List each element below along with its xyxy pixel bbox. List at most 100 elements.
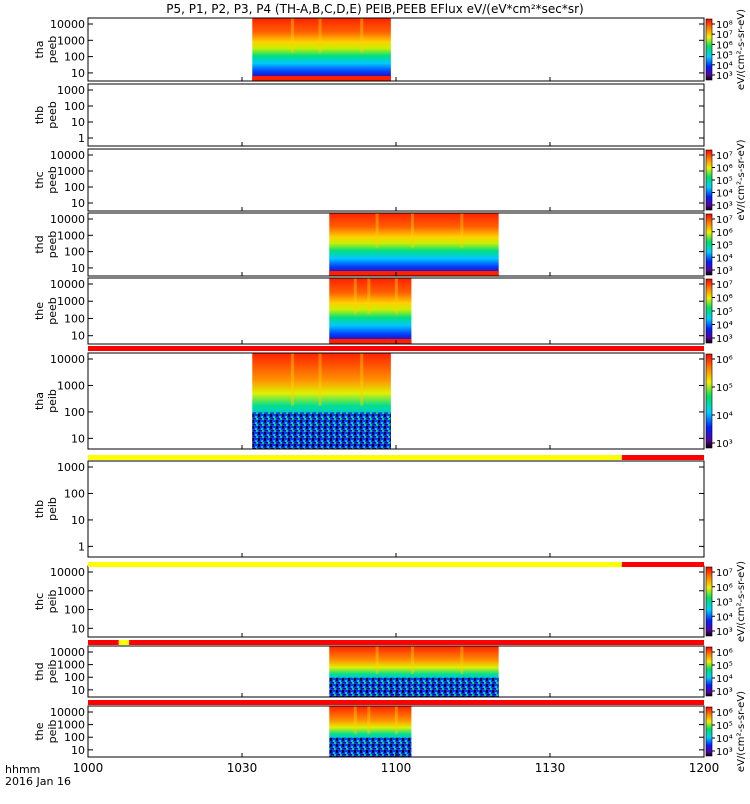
y-tick-label: 1000 bbox=[57, 229, 85, 242]
y-tick-label: 100 bbox=[64, 100, 85, 113]
spectrogram-streak bbox=[375, 646, 379, 675]
colorbar-tick-label: 10³ bbox=[716, 687, 733, 698]
colorbar-tick-label: 10⁴ bbox=[716, 734, 733, 745]
spectrogram-noise bbox=[252, 412, 391, 449]
panel-product-label: peeb bbox=[46, 101, 59, 129]
colorbar-tick-label: 10⁷ bbox=[716, 568, 733, 579]
colorbar-label: eV/(cm²-s-sr-eV) bbox=[736, 9, 747, 90]
colorbar bbox=[705, 149, 713, 211]
panel-product-label: peib bbox=[46, 497, 59, 521]
spectrogram-streak bbox=[360, 353, 364, 406]
panel-frame bbox=[87, 352, 705, 450]
x-tick-label: 1200 bbox=[689, 761, 720, 775]
y-tick-label: 100 bbox=[64, 406, 85, 419]
y-tick-label: 100 bbox=[64, 181, 85, 194]
y-tick-label: 1000 bbox=[57, 295, 85, 308]
colorbar-tick-label: 10⁵ bbox=[716, 721, 733, 732]
colorbar-tick-label: 10⁵ bbox=[716, 383, 733, 394]
colorbar-tick-label: 10⁵ bbox=[716, 176, 733, 187]
y-tick-label: 100 bbox=[64, 487, 85, 500]
y-tick-label: 10 bbox=[71, 684, 85, 697]
y-tick-label: 10000 bbox=[50, 706, 85, 719]
y-tick-label: 1000 bbox=[57, 165, 85, 178]
colorbar-tick-label: 10⁴ bbox=[716, 321, 733, 332]
y-tick-label: 1000 bbox=[57, 585, 85, 598]
panel-probe-label: thd bbox=[33, 662, 46, 680]
panel-product-label: peeb bbox=[46, 166, 59, 194]
spectrogram-streak bbox=[290, 353, 294, 406]
colorbar-tick-label: 10⁷ bbox=[716, 30, 733, 41]
y-tick-label: 10 bbox=[71, 622, 85, 635]
colorbar-tick-label: 10⁸ bbox=[716, 20, 733, 31]
colorbar-label: eV/(cm²-s-sr-eV) bbox=[736, 139, 747, 220]
panel-product-label: peeb bbox=[46, 36, 59, 64]
spectrogram-block bbox=[329, 278, 412, 344]
colorbar-label: eV/(cm²-s-sr-eV) bbox=[736, 561, 747, 642]
spectrogram-low-band bbox=[329, 339, 412, 344]
panel-frame bbox=[87, 565, 705, 638]
colorbar bbox=[705, 706, 713, 757]
plot-title: P5, P1, P2, P3, P4 (TH-A,B,C,D,E) PEIB,P… bbox=[166, 2, 583, 16]
y-tick-label: 10 bbox=[71, 330, 85, 343]
y-tick-label: 1000 bbox=[57, 461, 85, 474]
status-bar-segment bbox=[88, 455, 622, 460]
panel-frame bbox=[87, 460, 705, 558]
colorbar-tick-label: 10⁵ bbox=[716, 241, 733, 252]
panel-probe-label: thb bbox=[33, 500, 46, 518]
y-tick-label: 1 bbox=[78, 540, 85, 553]
y-tick-label: 100 bbox=[64, 731, 85, 744]
panel-probe-label: the bbox=[33, 722, 46, 740]
status-bar-segment bbox=[88, 640, 119, 645]
x-tick-label: 1130 bbox=[535, 761, 566, 775]
spectrogram-block bbox=[329, 213, 499, 276]
colorbar-tick-label: 10⁶ bbox=[716, 355, 733, 366]
y-tick-label: 100 bbox=[64, 51, 85, 64]
colorbar-tick-label: 10³ bbox=[716, 201, 733, 212]
y-tick-label: 10 bbox=[71, 744, 85, 757]
y-tick-label: 10 bbox=[71, 116, 85, 129]
spectrogram-low-band bbox=[329, 271, 499, 276]
colorbar bbox=[705, 353, 713, 449]
colorbar-tick-label: 10⁴ bbox=[716, 253, 733, 264]
colorbar-tick-label: 10⁵ bbox=[716, 307, 733, 318]
spectrogram-streak bbox=[318, 353, 322, 406]
colorbar-tick-label: 10⁵ bbox=[716, 51, 733, 62]
panel-probe-label: thb bbox=[33, 106, 46, 124]
y-tick-label: 1 bbox=[78, 132, 85, 145]
panel-probe-label: thd bbox=[33, 235, 46, 253]
panel-product-label: peeb bbox=[46, 231, 59, 259]
y-tick-label: 10000 bbox=[50, 646, 85, 659]
status-bar-segment bbox=[88, 346, 704, 351]
x-tick-label: 1000 bbox=[73, 761, 104, 775]
colorbar-tick-label: 10⁴ bbox=[716, 674, 733, 685]
panel-product-label: peib bbox=[46, 389, 59, 413]
colorbar-tick-label: 10⁶ bbox=[716, 648, 733, 659]
colorbar-tick-label: 10⁶ bbox=[716, 294, 733, 305]
colorbar-tick-label: 10³ bbox=[716, 627, 733, 638]
colorbar bbox=[705, 646, 713, 697]
spectrogram-streak bbox=[394, 278, 398, 315]
panel-probe-label: thc bbox=[33, 593, 46, 610]
time-format-label: hhmm bbox=[5, 763, 40, 776]
colorbar-tick-label: 10⁶ bbox=[716, 583, 733, 594]
y-tick-label: 1000 bbox=[57, 84, 85, 97]
colorbar-tick-label: 10⁶ bbox=[716, 708, 733, 719]
colorbar-tick-label: 10⁴ bbox=[716, 189, 733, 200]
spectrogram-streak bbox=[360, 18, 364, 53]
spectrogram-block bbox=[252, 18, 391, 81]
colorbar bbox=[705, 213, 713, 276]
colorbar-tick-label: 10⁷ bbox=[716, 280, 733, 291]
spectrogram-streak bbox=[394, 706, 398, 735]
panel-product-label: peib bbox=[46, 590, 59, 614]
x-tick-label: 1030 bbox=[227, 761, 258, 775]
status-bar-segment bbox=[129, 640, 705, 645]
y-tick-label: 10 bbox=[71, 67, 85, 80]
y-tick-label: 10000 bbox=[50, 149, 85, 162]
panel-product-label: peib bbox=[46, 720, 59, 744]
colorbar-tick-label: 10⁷ bbox=[716, 215, 733, 226]
colorbar-tick-label: 10⁷ bbox=[716, 151, 733, 162]
y-tick-label: 1000 bbox=[57, 659, 85, 672]
y-tick-label: 10000 bbox=[50, 278, 85, 291]
spectrogram-streak bbox=[460, 213, 464, 248]
colorbar-tick-label: 10³ bbox=[716, 71, 733, 82]
